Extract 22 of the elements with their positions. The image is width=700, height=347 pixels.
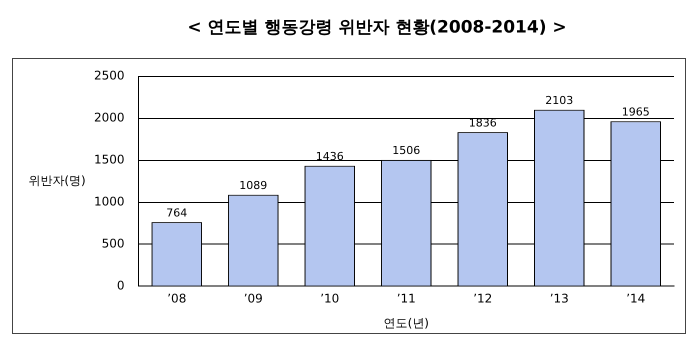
x-tick-label: ’08 [167, 292, 186, 306]
y-tick-label: 2500 [94, 68, 125, 83]
y-tick-label: 0 [116, 278, 125, 292]
y-tick-label: 2000 [94, 110, 125, 124]
y-tick-label: 1000 [94, 194, 125, 208]
x-tick-label: ’10 [320, 292, 340, 306]
x-tick-label: ’11 [396, 292, 416, 306]
x-tick-label: ’12 [473, 292, 492, 306]
x-tick-label: ’13 [550, 292, 569, 306]
x-axis-title: 연도(년) [384, 316, 429, 330]
y-axis-title: 위반자(명) [28, 173, 86, 188]
data-label: 1965 [622, 106, 650, 119]
x-tick-label: ’09 [244, 292, 263, 306]
data-label: 1089 [239, 179, 268, 192]
y-tick-label: 500 [102, 236, 125, 250]
data-label: 1436 [316, 150, 344, 164]
y-tick-label: 1500 [94, 152, 125, 166]
chart-title: < 연도별 행동강령 위반자 현황(2008-2014) > [187, 18, 567, 38]
x-tick-label: ’14 [626, 292, 646, 306]
data-label: 1506 [392, 144, 420, 158]
data-label: 2103 [545, 94, 574, 108]
data-label: 764 [166, 206, 188, 220]
